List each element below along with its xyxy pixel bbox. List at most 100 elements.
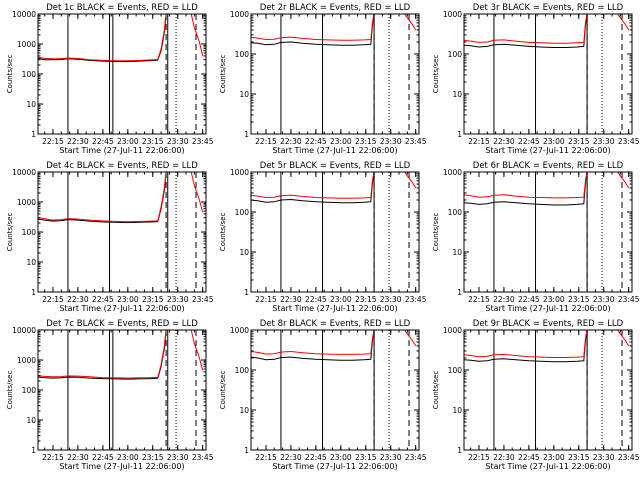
panel-title: Det 6r BLACK = Events, RED = LLD [473, 161, 624, 171]
x-tick-label: 22:30 [67, 137, 89, 146]
x-tick-label: 22:15 [42, 137, 64, 146]
y-tick-label: 1 [244, 446, 249, 455]
panel-title: Det 1c BLACK = Events, RED = LLD [46, 3, 198, 13]
time-markers [280, 14, 410, 134]
x-tick-label: 23:30 [380, 137, 402, 146]
y-tick-label: 1000 [443, 10, 462, 19]
x-tick-label: 23:30 [167, 137, 189, 146]
panel-title: Det 3r BLACK = Events, RED = LLD [473, 3, 624, 13]
y-tick-label: 1000 [230, 326, 249, 335]
x-tick-label: 22:45 [305, 453, 327, 462]
x-tick-label: 23:15 [142, 453, 164, 462]
y-tick-label: 10 [452, 248, 462, 257]
detector-panel: Det 1c BLACK = Events, RED = LLD 1 10 100 10… [6, 3, 214, 155]
x-tick-label: 23:00 [117, 295, 139, 304]
detector-panel: Det 2r BLACK = Events, RED = LLD 1 10 100 10… [219, 3, 427, 155]
x-tick-label: 22:30 [67, 295, 89, 304]
x-tick-label: 23:00 [543, 453, 565, 462]
plot-frame [250, 13, 420, 135]
x-tick-label: 23:15 [355, 295, 377, 304]
y-tick-label: 10 [452, 406, 462, 415]
y-tick-label: 1 [31, 446, 36, 455]
x-tick-label: 22:15 [255, 295, 277, 304]
x-tick-label: 23:45 [618, 137, 640, 146]
panel-title: Det 8r BLACK = Events, RED = LLD [260, 319, 411, 329]
y-tick-label: 100 [22, 70, 37, 79]
x-tick-label: 22:45 [518, 137, 540, 146]
time-markers [493, 172, 623, 292]
events-series-line [251, 330, 375, 361]
x-tick-label: 23:15 [142, 137, 164, 146]
time-markers [67, 14, 197, 134]
lld-series-line [251, 14, 417, 41]
x-tick-label: 23:30 [167, 453, 189, 462]
y-tick-label: 10 [239, 406, 249, 415]
x-tick-label: 22:15 [468, 295, 490, 304]
x-tick-label: 23:15 [568, 295, 590, 304]
x-tick-label: 23:30 [593, 295, 615, 304]
y-tick-label: 1 [31, 288, 36, 297]
x-tick-label: 23:30 [593, 137, 615, 146]
plot-frame [250, 329, 420, 451]
x-tick-label: 23:45 [405, 453, 427, 462]
events-series-line [38, 173, 167, 224]
x-tick-label: 22:15 [42, 295, 64, 304]
y-tick-label: 100 [235, 366, 250, 375]
y-axis-label: Counts/sec [6, 55, 14, 94]
time-markers [67, 330, 197, 450]
y-tick-label: 1 [457, 130, 462, 139]
y-tick-label: 10 [239, 248, 249, 257]
x-tick-label: 22:30 [493, 137, 515, 146]
x-axis-label: Start Time (27-Jul-11 22:06:00) [485, 146, 610, 155]
detector-panel: Det 3r BLACK = Events, RED = LLD 1 10 100 10… [432, 3, 640, 155]
lld-series-line [464, 172, 630, 199]
y-tick-label: 1000 [17, 40, 36, 49]
panel-title: Det 2r BLACK = Events, RED = LLD [260, 3, 411, 13]
detector-panel: Det 6r BLACK = Events, RED = LLD 1 10 100 10… [432, 161, 640, 313]
x-tick-label: 23:45 [192, 453, 214, 462]
x-tick-label: 22:15 [468, 453, 490, 462]
y-axis-label: Counts/sec [432, 55, 440, 94]
events-series-line [38, 15, 167, 63]
x-tick-label: 22:45 [92, 137, 114, 146]
y-axis-label: Counts/sec [432, 371, 440, 410]
y-tick-label: 10 [26, 100, 36, 109]
plot-frame [37, 171, 207, 293]
y-tick-label: 1000 [17, 356, 36, 365]
y-tick-label: 1 [457, 288, 462, 297]
y-axis-label: Counts/sec [432, 213, 440, 252]
x-tick-label: 22:45 [518, 295, 540, 304]
y-tick-label: 10 [26, 258, 36, 267]
x-tick-label: 23:00 [330, 137, 352, 146]
y-tick-label: 1 [31, 130, 36, 139]
time-markers [493, 330, 623, 450]
x-axis-label: Start Time (27-Jul-11 22:06:00) [59, 462, 184, 471]
y-tick-label: 1000 [17, 198, 36, 207]
x-tick-label: 22:30 [280, 295, 302, 304]
x-tick-label: 23:30 [167, 295, 189, 304]
lld-series-line [464, 14, 630, 44]
x-tick-label: 23:00 [330, 295, 352, 304]
x-tick-label: 22:15 [42, 453, 64, 462]
detector-panel: Det 5r BLACK = Events, RED = LLD 1 10 100 10… [219, 161, 427, 313]
x-tick-label: 22:45 [92, 295, 114, 304]
y-tick-label: 100 [448, 50, 463, 59]
y-tick-label: 10000 [12, 326, 36, 335]
y-tick-label: 10000 [12, 168, 36, 177]
x-axis-label: Start Time (27-Jul-11 22:06:00) [485, 462, 610, 471]
x-tick-label: 23:30 [593, 453, 615, 462]
y-axis-label: Counts/sec [219, 213, 227, 252]
y-tick-label: 100 [22, 386, 37, 395]
x-tick-label: 22:15 [255, 137, 277, 146]
y-tick-label: 10000 [12, 10, 36, 19]
y-tick-label: 1 [244, 288, 249, 297]
x-tick-label: 22:30 [493, 453, 515, 462]
panel-title: Det 9r BLACK = Events, RED = LLD [473, 319, 624, 329]
x-axis-label: Start Time (27-Jul-11 22:06:00) [59, 146, 184, 155]
x-axis-label: Start Time (27-Jul-11 22:06:00) [485, 304, 610, 313]
x-tick-label: 23:45 [618, 295, 640, 304]
detector-panel: Det 4c BLACK = Events, RED = LLD 1 10 100 10… [6, 161, 214, 313]
y-tick-label: 1 [244, 130, 249, 139]
x-tick-label: 23:15 [355, 137, 377, 146]
x-tick-label: 22:30 [67, 453, 89, 462]
